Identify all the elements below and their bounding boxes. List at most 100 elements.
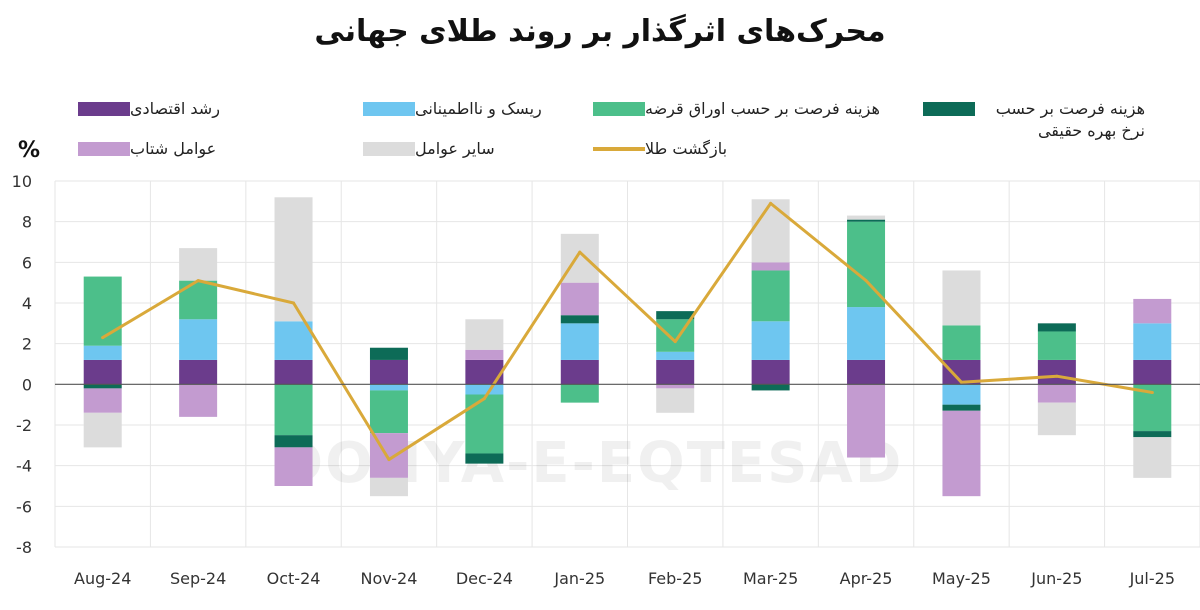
bar-segment-opp_real (83, 384, 122, 389)
legend-item-other: سایر عوامل (355, 138, 555, 160)
bar-segment-opp_real (1133, 431, 1172, 438)
y-tick-label: 8 (22, 213, 32, 232)
y-tick-label: 2 (22, 335, 32, 354)
x-tick-label: Oct-24 (267, 569, 321, 588)
legend-label-gold: بازگشت طلا (645, 139, 728, 158)
bar-segment-risk (656, 351, 695, 360)
gold-return-point (101, 336, 105, 340)
bar-segment-risk (847, 307, 886, 360)
x-tick-label: Jul-25 (1129, 569, 1175, 588)
bar-segment-opp_real (1037, 323, 1076, 332)
y-tick-label: 4 (22, 294, 32, 313)
bar-segment-speed (942, 410, 981, 497)
bar-segment-risk (1133, 323, 1172, 360)
legend-label-speed: عوامل شتاب (130, 139, 217, 158)
legend-item-growth: رشد اقتصادی (70, 98, 270, 120)
bar-segment-opp_real (751, 384, 790, 391)
y-tick-label: -6 (16, 497, 32, 516)
gold-return-point (196, 279, 200, 283)
gold-return-point (769, 201, 773, 205)
bar-segment-speed (83, 388, 122, 413)
x-tick-label: Aug-24 (74, 569, 131, 588)
gold-return-point (673, 340, 677, 344)
gold-return-point (1150, 390, 1154, 394)
gold-return-line (101, 201, 1154, 462)
gold-return-point (482, 397, 486, 401)
bar-segment-other (1037, 402, 1076, 436)
bar-segment-speed (1133, 298, 1172, 324)
x-tick-label: May-25 (932, 569, 991, 588)
unit-label: % (18, 138, 41, 163)
legend-swatch-other (363, 142, 415, 156)
x-tick-label: Jan-25 (553, 569, 605, 588)
bar-segment-growth (1037, 359, 1076, 385)
bar-segment-opp_real (274, 435, 313, 448)
bar-segment-growth (179, 359, 218, 385)
x-tick-label: Apr-25 (840, 569, 893, 588)
y-tick-label: 0 (22, 375, 32, 394)
legend-item-speed: عوامل شتاب (70, 138, 270, 160)
bar-segment-speed (560, 282, 599, 316)
bar-segment-growth (274, 359, 313, 385)
bar-segment-growth (369, 359, 408, 385)
bar-segment-opp_real (560, 315, 599, 324)
bar-segment-risk (274, 321, 313, 360)
y-tick-label: 6 (22, 253, 32, 272)
bar-segment-growth (656, 359, 695, 385)
legend-item-risk: ریسک و نااطمینانی (355, 98, 555, 120)
legend-label-opp-real: هزینه فرصت بر حسب نرخ بهره حقیقی (995, 99, 1145, 140)
legend-label-other: سایر عوامل (415, 139, 495, 158)
legend-swatch-opp-real (923, 102, 975, 116)
bar-segment-growth (847, 359, 886, 385)
bar-segment-opp_real (656, 311, 695, 320)
bar-segment-opp_debt (751, 270, 790, 322)
bar-segment-opp_debt (179, 280, 218, 320)
x-tick-label: Jun-25 (1030, 569, 1082, 588)
x-tick-label: Feb-25 (648, 569, 702, 588)
bar-segment-opp_debt (465, 394, 504, 454)
bar-segment-speed (751, 262, 790, 271)
gold-return-point (387, 458, 391, 462)
bar-segment-growth (751, 359, 790, 385)
bar-segment-other (465, 319, 504, 350)
bar-segment-speed (656, 384, 695, 389)
x-tick-label: Mar-25 (743, 569, 798, 588)
legend-label-opp-debt: هزینه فرصت بر حسب اوراق قرضه (645, 99, 880, 118)
bar-segment-opp_real (369, 347, 408, 360)
gold-return-point (864, 279, 868, 283)
bar-segment-speed (847, 384, 886, 458)
grid-layer (54, 180, 1200, 548)
bar-segment-other (942, 270, 981, 326)
y-tick-label: -8 (16, 538, 32, 557)
gold-return-point (292, 301, 296, 305)
y-tick-label: -2 (16, 416, 32, 435)
bar-segment-risk (83, 345, 122, 360)
legend-item-opp-real: هزینه فرصت بر حسب نرخ بهره حقیقی (915, 98, 1155, 142)
bar-segment-other (656, 388, 695, 413)
bar-segment-opp_debt (369, 390, 408, 434)
x-tick-label: Sep-24 (170, 569, 226, 588)
legend-swatch-speed (78, 142, 130, 156)
legend-item-gold: بازگشت طلا (585, 138, 785, 160)
bars-layer (83, 197, 1172, 497)
gold-return-point (578, 250, 582, 254)
bar-segment-growth (560, 359, 599, 385)
line-layer (101, 201, 1154, 462)
legend-label-growth: رشد اقتصادی (130, 99, 220, 118)
bar-segment-other (83, 412, 122, 448)
bar-segment-growth (1133, 359, 1172, 385)
chart-title: محرک‌های اثرگذار بر روند طلای جهانی (314, 14, 886, 49)
legend-swatch-gold (593, 147, 645, 151)
x-tick-label: Nov-24 (360, 569, 417, 588)
bar-segment-risk (751, 321, 790, 360)
bar-segment-speed (465, 349, 504, 360)
bar-segment-other (847, 215, 886, 220)
bar-segment-growth (83, 359, 122, 385)
bar-segment-risk (369, 384, 408, 391)
legend-item-opp-debt: هزینه فرصت بر حسب اوراق قرضه (585, 98, 905, 120)
legend-swatch-risk (363, 102, 415, 116)
legend-swatch-growth (78, 102, 130, 116)
bar-segment-risk (942, 384, 981, 405)
x-tick-label: Dec-24 (456, 569, 513, 588)
